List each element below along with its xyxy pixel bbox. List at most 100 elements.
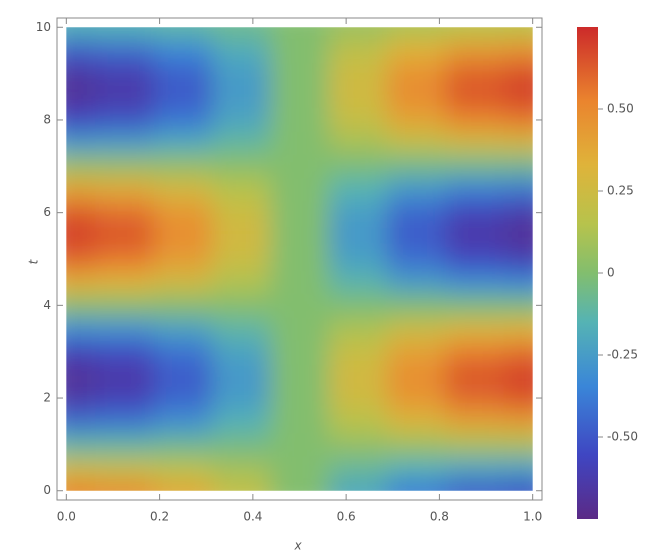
heat-cell: [328, 201, 388, 225]
heat-cell: [95, 409, 155, 434]
heat-cell: [212, 131, 271, 156]
heat-cell: [66, 27, 96, 40]
heat-cell: [445, 27, 505, 40]
colorbar-tick-label: 0.25: [607, 184, 634, 198]
heatmap: [66, 27, 533, 491]
heat-cell: [95, 247, 155, 272]
heat-cell: [445, 455, 505, 480]
heat-cell: [386, 62, 446, 86]
heat-cell: [95, 270, 155, 295]
heat-cell: [328, 363, 388, 387]
heat-cell: [386, 270, 446, 295]
heat-cell: [503, 479, 533, 491]
y-tick-label: 0: [43, 483, 51, 497]
heat-cell: [270, 62, 330, 86]
heat-cell: [153, 432, 213, 457]
heat-cell: [386, 201, 446, 225]
heat-cell: [153, 108, 213, 133]
heat-cell: [212, 432, 271, 457]
heat-cell: [95, 432, 155, 457]
heat-cell: [66, 62, 96, 86]
heat-cell: [153, 293, 213, 318]
heat-cell: [328, 131, 388, 156]
heat-cell: [328, 386, 388, 411]
heat-cell: [503, 270, 533, 295]
heat-cell: [270, 432, 330, 457]
heat-cell: [95, 293, 155, 318]
heat-cell: [66, 201, 96, 225]
heat-cell: [445, 131, 505, 156]
heat-cell: [386, 85, 446, 109]
y-tick-label: 10: [36, 20, 51, 34]
heat-cell: [270, 247, 330, 272]
heat-cell: [153, 85, 213, 109]
heat-cell: [153, 27, 213, 40]
heat-cell: [212, 62, 271, 86]
heat-cell: [503, 27, 533, 40]
heat-cell: [212, 340, 271, 364]
heat-cell: [95, 386, 155, 411]
heat-cell: [503, 409, 533, 434]
heat-cell: [270, 270, 330, 295]
heat-cell: [270, 154, 330, 179]
colorbar-tick-label: 0.50: [607, 102, 634, 116]
heat-cell: [386, 409, 446, 434]
heat-cell: [386, 131, 446, 156]
heat-cell: [153, 409, 213, 434]
heat-cell: [386, 316, 446, 341]
heat-cell: [386, 247, 446, 272]
heat-cell: [66, 363, 96, 387]
heat-cell: [328, 62, 388, 86]
heat-cell: [95, 131, 155, 156]
heat-cell: [270, 479, 330, 491]
heat-cell: [270, 85, 330, 109]
heat-cell: [328, 316, 388, 341]
heat-cell: [386, 340, 446, 364]
heat-cell: [445, 340, 505, 364]
heat-cell: [328, 293, 388, 318]
heat-cell: [153, 270, 213, 295]
heat-cell: [503, 177, 533, 202]
heat-cell: [503, 247, 533, 272]
colorbar: [577, 27, 598, 519]
heat-cell: [386, 386, 446, 411]
x-tick-label: 0.4: [243, 510, 262, 524]
heat-cell: [212, 247, 271, 272]
heat-cell: [212, 479, 271, 491]
heat-cell: [503, 85, 533, 109]
heat-cell: [66, 479, 96, 491]
heat-cell: [445, 85, 505, 109]
heat-cell: [386, 479, 446, 491]
heat-cell: [66, 432, 96, 457]
heat-cell: [212, 455, 271, 480]
heat-cell: [95, 201, 155, 225]
heat-cell: [153, 247, 213, 272]
heat-cell: [328, 432, 388, 457]
heat-cell: [153, 340, 213, 364]
heat-cell: [503, 363, 533, 387]
heat-cell: [386, 108, 446, 133]
heat-cell: [212, 409, 271, 434]
heat-cell: [153, 154, 213, 179]
heat-cell: [212, 270, 271, 295]
heat-cell: [503, 455, 533, 480]
heat-cell: [66, 108, 96, 133]
heat-cell: [270, 293, 330, 318]
heat-cell: [445, 247, 505, 272]
heat-cell: [445, 154, 505, 179]
heat-cell: [66, 340, 96, 364]
heat-cell: [153, 316, 213, 341]
heat-cell: [328, 340, 388, 364]
heat-cell: [445, 386, 505, 411]
colorbar-tick-label: 0: [607, 266, 615, 280]
heat-cell: [212, 85, 271, 109]
heat-cell: [328, 479, 388, 491]
colorbar-tick-label: -0.50: [607, 430, 638, 444]
heat-cell: [66, 85, 96, 109]
heat-cell: [212, 201, 271, 225]
heat-cell: [95, 340, 155, 364]
heat-cell: [386, 224, 446, 248]
heat-cell: [445, 293, 505, 318]
heat-cell: [95, 479, 155, 491]
heat-cell: [328, 154, 388, 179]
